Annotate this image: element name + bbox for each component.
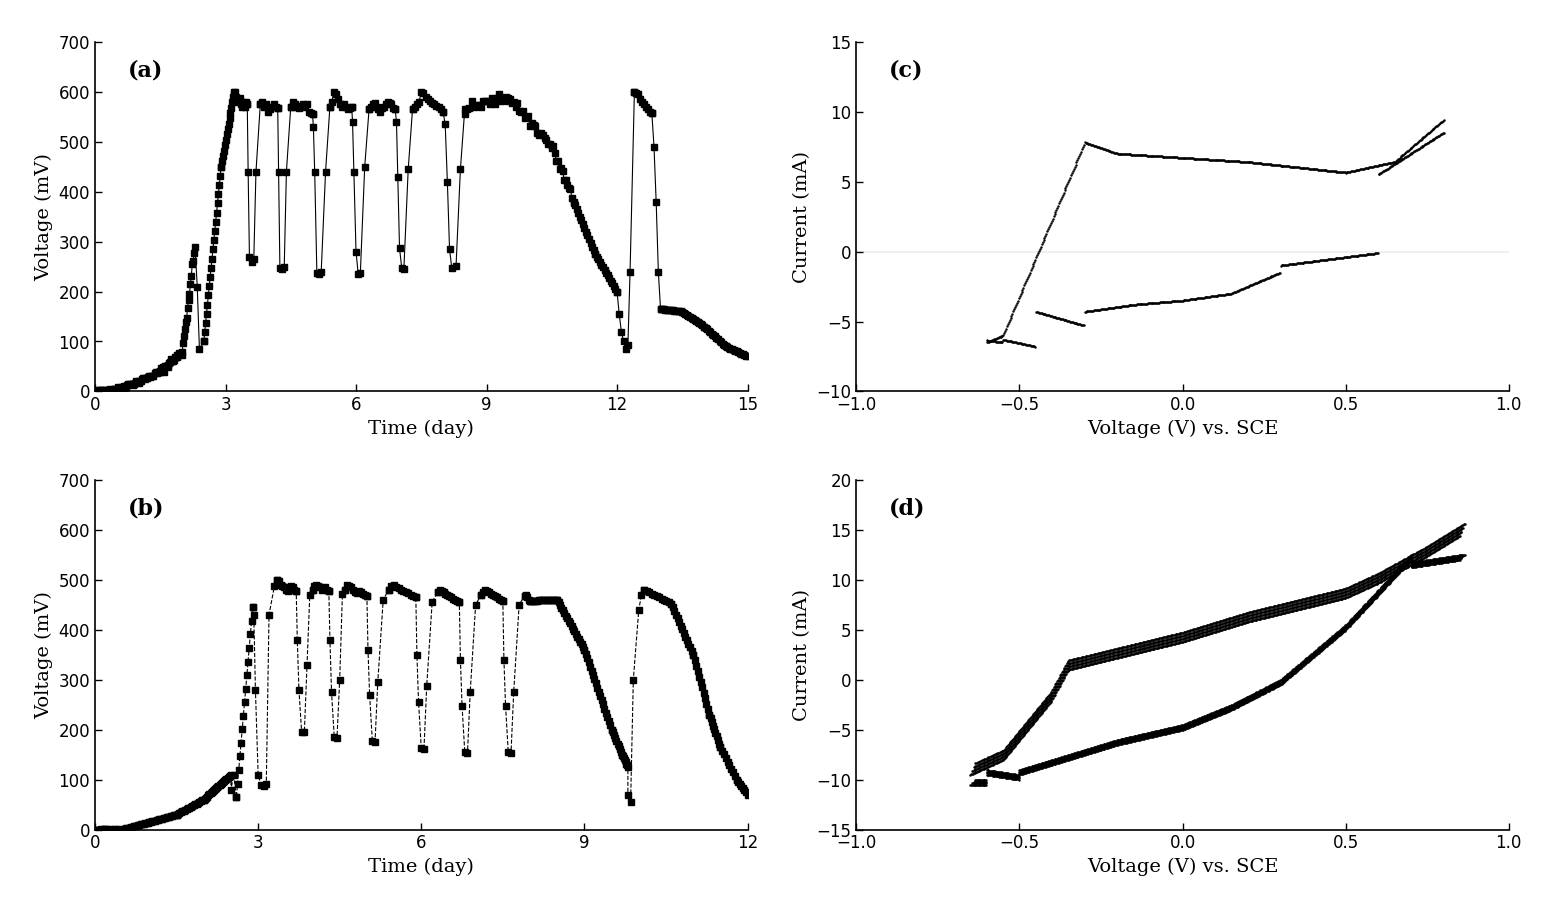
Text: (b): (b)	[128, 497, 163, 519]
Y-axis label: Voltage (mV): Voltage (mV)	[34, 153, 53, 281]
X-axis label: Voltage (V) vs. SCE: Voltage (V) vs. SCE	[1086, 420, 1277, 438]
Text: (c): (c)	[888, 59, 923, 81]
Text: (a): (a)	[128, 59, 163, 81]
X-axis label: Time (day): Time (day)	[369, 858, 475, 876]
Y-axis label: Current (mA): Current (mA)	[792, 150, 811, 282]
Y-axis label: Current (mA): Current (mA)	[792, 589, 811, 721]
X-axis label: Time (day): Time (day)	[369, 420, 475, 438]
Text: (d): (d)	[888, 497, 924, 519]
X-axis label: Voltage (V) vs. SCE: Voltage (V) vs. SCE	[1086, 858, 1277, 876]
Y-axis label: Voltage (mV): Voltage (mV)	[34, 591, 53, 719]
